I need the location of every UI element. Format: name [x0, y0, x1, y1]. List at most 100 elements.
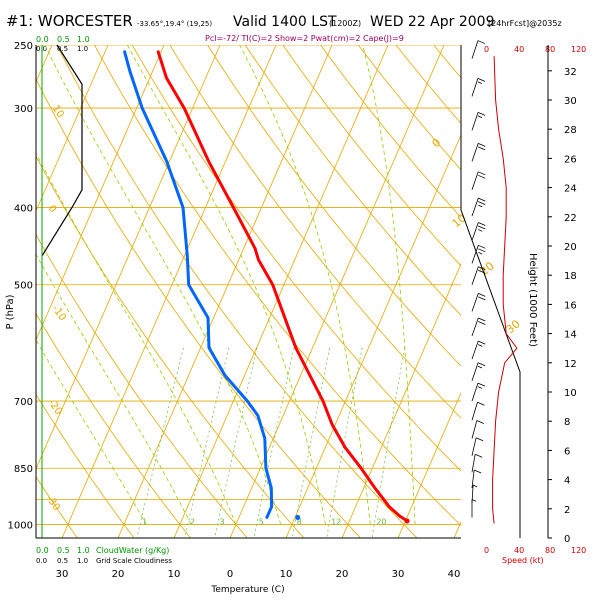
height-tick-label: 4: [564, 476, 570, 487]
dry-adiabat-label: 0: [46, 203, 59, 215]
dry-adiabat: [36, 233, 248, 538]
cloud-scale-bottom: 0.0 0.5 1.0 CloudWater (g/Kg) 0.0 0.5 1.…: [36, 546, 172, 565]
mixing-ratio-line: [184, 347, 230, 538]
valid-date: WED 22 Apr 2009: [370, 14, 494, 30]
cloud-scale-top: 0.0 0.5 1.0 0.0 0.5 1.0: [36, 35, 90, 53]
barb-half-flag: [477, 81, 483, 84]
barb-flag: [477, 362, 486, 367]
barb-staff: [471, 222, 479, 241]
station-title: #1: WORCESTER: [6, 12, 133, 30]
isotherm: [117, 45, 333, 538]
barb-staff: [471, 293, 479, 312]
barb-flag: [476, 420, 484, 424]
dry-adiabat: [169, 45, 461, 419]
dry-adiabat: [244, 45, 461, 317]
dewpoint-line: [123, 50, 274, 519]
wind-barb: [471, 244, 486, 264]
dry-adiabat: [320, 45, 461, 219]
barb-flag: [478, 317, 486, 322]
mixing-ratio-label: 3: [219, 517, 224, 526]
cloud-water-tick-bottom-2: 1.0: [77, 546, 90, 555]
isotherm: [510, 45, 600, 538]
isotherm: [36, 45, 109, 212]
barb-flag: [478, 248, 486, 253]
temperature-tick-label: 10: [168, 569, 181, 580]
surface-dewpoint-point: [295, 514, 301, 520]
barb-flag: [478, 201, 486, 205]
dry-adiabat: [509, 45, 600, 538]
cloudiness-tick-bottom-1: 0.5: [57, 557, 68, 565]
barb-staff: [471, 437, 477, 456]
barb-flag: [478, 244, 486, 249]
temperature-line: [156, 50, 409, 523]
plot-right-boundary: [460, 45, 521, 538]
dry-adiabat: [547, 45, 600, 538]
barb-half-flag: [478, 251, 483, 255]
mixing-ratio-line: [214, 347, 258, 538]
dry-adiabat: [56, 45, 418, 538]
height-tick-label: 26: [564, 154, 577, 165]
cloud-fraction-line: [41, 44, 83, 257]
moist-adiabat: [36, 339, 147, 525]
dry-adiabat: [433, 45, 461, 79]
temperature-tick-label: 30: [56, 569, 69, 580]
wind-barb: [471, 453, 483, 473]
barb-staff: [471, 454, 476, 473]
barb-half-flag: [478, 204, 483, 208]
height-tick-label: 2: [564, 505, 570, 516]
height-tick-label: 0: [564, 534, 570, 545]
cloud-water-tick-bottom-1: 0.5: [57, 546, 70, 555]
dry-adiabat: [36, 313, 191, 538]
barb-staff: [471, 245, 479, 264]
dry-adiabat-label: 0: [430, 136, 444, 150]
pressure-tick-label: 850: [14, 464, 33, 475]
speed-tick-bottom-3: 120: [571, 546, 586, 555]
mixing-ratio-label: 12: [331, 517, 341, 526]
forecast-label: [24hrFcst]@2035z: [488, 19, 562, 28]
mixing-ratio-line: [253, 347, 295, 538]
isotherm: [341, 262, 461, 538]
height-tick-label: 20: [564, 242, 577, 253]
dry-adiabat: [36, 78, 361, 538]
barb-flag: [478, 174, 486, 179]
mixing-ratio-line: [136, 347, 184, 538]
speed-tick-top-1: 40: [514, 45, 524, 54]
barb-flag: [477, 40, 486, 44]
height-tick-label: 12: [564, 359, 577, 370]
height-tick-label: 10: [564, 388, 577, 399]
wind-barb: [471, 77, 486, 97]
speed-axis-label: Speed (kt): [502, 556, 544, 565]
mixing-ratio-line: [371, 347, 406, 538]
barb-flag: [477, 401, 485, 406]
moist-adiabat: [36, 253, 192, 525]
height-tick-label: 24: [564, 184, 577, 195]
barb-flag: [478, 222, 486, 226]
cloud-water-tick-0: 0.0: [36, 35, 49, 44]
valid-time: Valid 1400 LST: [233, 14, 337, 30]
temperature-tick-label: 0: [227, 569, 233, 580]
barb-staff: [471, 197, 479, 217]
dry-adiabat-label: 10: [450, 211, 469, 230]
moist-adiabat: [239, 45, 371, 525]
dry-adiabat: [94, 45, 461, 527]
barb-half-flag: [477, 115, 483, 119]
barb-half-flag: [472, 484, 478, 488]
speed-scale-bottom: 0 40 80 120 Speed (kt): [484, 546, 586, 565]
pressure-tick-label: 400: [14, 204, 33, 215]
barb-flag: [478, 292, 486, 297]
barb-staff: [471, 382, 479, 402]
speed-tick-bottom-0: 0: [484, 546, 489, 555]
dry-adiabat: [282, 45, 461, 267]
x-axis-title: Temperature (C): [210, 585, 284, 595]
barb-flag: [478, 171, 486, 176]
isotherm: [173, 45, 389, 538]
dry-adiabat: [357, 45, 461, 171]
wind-barb: [471, 469, 482, 489]
station-coords: -33.65°,19.4° (19,25): [137, 20, 212, 28]
barb-flag: [477, 77, 486, 82]
cloudiness-tick-bottom-0: 0.0: [36, 557, 47, 565]
pressure-tick-label: 500: [14, 281, 33, 292]
wind-barb: [471, 401, 485, 421]
